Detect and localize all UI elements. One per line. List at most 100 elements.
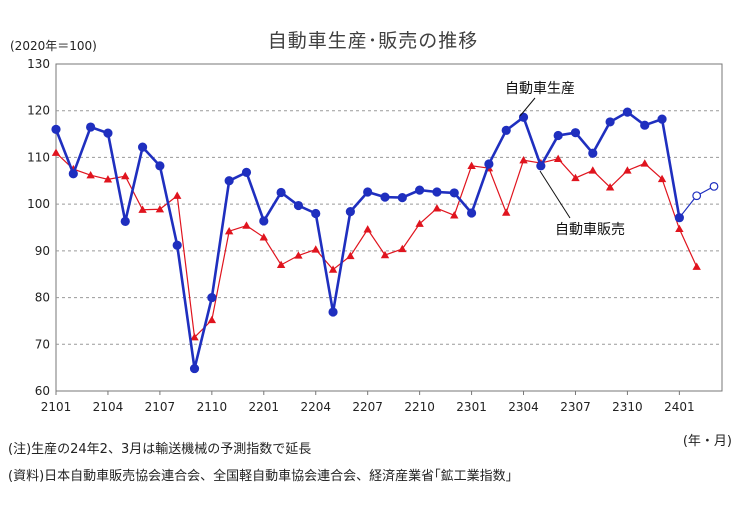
production-point [397, 193, 407, 203]
y-unit-label: (2020年＝100) [10, 39, 97, 53]
y-tick-label: 80 [35, 291, 50, 305]
production-point [328, 307, 338, 317]
sales-point [571, 173, 580, 182]
sales-point [311, 245, 320, 253]
sales-point [155, 205, 165, 213]
production-point [674, 213, 684, 223]
x-tick-label: 2104 [93, 400, 124, 414]
sales-point [294, 251, 303, 259]
x-tick-label: 2307 [560, 400, 591, 414]
sales-point [190, 333, 199, 341]
x-tick-label: 2207 [352, 400, 383, 414]
x-tick-label: 2107 [145, 400, 176, 414]
source-note: (資料)日本自動車販売協会連合会、全国軽自動車協会連合会、経済産業省｢鉱工業指数… [8, 469, 513, 484]
production-point [657, 114, 667, 124]
y-tick-label: 100 [27, 197, 50, 211]
production-line [54, 110, 681, 369]
x-tick-label: 2210 [404, 400, 435, 414]
sales-point [553, 154, 563, 162]
sales-point [588, 166, 597, 174]
x-tick-label: 2304 [508, 400, 539, 414]
production-point [51, 124, 61, 134]
production-point [120, 216, 130, 227]
sales-point [173, 191, 182, 199]
sales-point [467, 161, 476, 169]
production-point [432, 187, 442, 197]
sales-point [121, 171, 130, 180]
production-point [259, 216, 269, 226]
production-point [484, 159, 494, 169]
production-point [380, 192, 390, 202]
production-point [518, 112, 529, 122]
sales-point [259, 233, 268, 241]
x-tick-label: 2204 [300, 400, 331, 414]
production-point [570, 128, 581, 138]
production-label-leader [519, 97, 536, 117]
sales-point [623, 166, 632, 174]
production-forecast-point [709, 181, 719, 191]
production-point [276, 187, 286, 198]
production-point [605, 117, 615, 127]
sales-point [450, 211, 459, 219]
production-point [466, 208, 477, 218]
series-layer [51, 107, 719, 374]
sales-point [675, 224, 684, 233]
sales-point [432, 204, 442, 212]
sales-point [519, 156, 528, 164]
sales-point [363, 225, 372, 233]
production-point [137, 142, 148, 152]
sales-point [103, 175, 113, 183]
y-tick-label: 130 [27, 57, 50, 71]
production-point [449, 188, 459, 198]
sales-point [138, 205, 147, 213]
sales-point [346, 251, 355, 260]
sales-series-label: 自動車販売 [555, 221, 625, 238]
production-point [640, 120, 650, 130]
sales-point [640, 159, 649, 167]
sales-point [692, 262, 701, 270]
sales-point [276, 260, 286, 269]
production-point [293, 200, 304, 211]
x-tick-label: 2110 [197, 400, 228, 414]
sales-point [605, 183, 615, 191]
production-point [345, 207, 355, 217]
sales-line [55, 152, 698, 339]
y-tick-label: 110 [27, 150, 50, 164]
production-forecast-point [692, 191, 702, 201]
production-point [622, 107, 633, 117]
production-point [86, 122, 96, 132]
y-tick-label: 60 [35, 384, 50, 398]
footnote: (注)生産の24年2、3月は輸送機械の予測指数で延長 [8, 442, 312, 457]
chart-title: 自動車生産･販売の推移 [267, 30, 479, 52]
production-point [311, 208, 321, 219]
sales-point [398, 244, 407, 253]
x-tick-label: 2201 [249, 400, 280, 414]
sales-point [224, 227, 234, 235]
y-tick-label: 120 [27, 104, 50, 118]
production-point [501, 125, 511, 135]
production-forecast-line [678, 185, 715, 219]
production-point [155, 161, 165, 171]
sales-point [207, 315, 217, 324]
sales-point [86, 170, 95, 179]
production-point [103, 128, 113, 138]
sales-point [51, 148, 61, 156]
y-tick-label: 70 [35, 337, 50, 351]
x-tick-label: 2310 [612, 400, 643, 414]
sales-point [415, 219, 424, 227]
y-tick-label: 90 [35, 244, 50, 258]
production-point [553, 130, 563, 141]
production-point [415, 185, 425, 195]
production-point [207, 292, 217, 303]
x-unit-label: (年・月) [682, 434, 732, 449]
x-tick-label: 2101 [41, 400, 72, 414]
production-point [241, 167, 252, 177]
sales-label-leader [539, 170, 571, 219]
sales-point [657, 174, 667, 183]
production-point [189, 363, 200, 374]
production-point [172, 240, 182, 250]
production-point [363, 187, 373, 197]
plot-frame [55, 63, 723, 392]
sales-point [242, 221, 251, 229]
